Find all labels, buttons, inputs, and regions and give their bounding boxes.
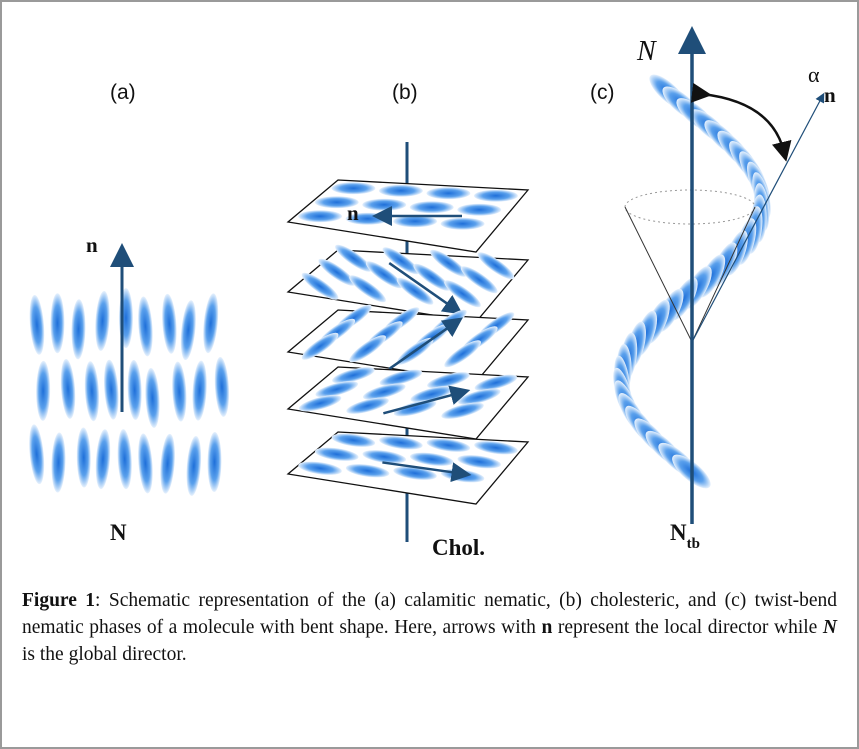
- molecule: [127, 360, 143, 420]
- phase-label: N: [110, 520, 127, 545]
- molecule: [191, 360, 208, 421]
- molecule: [116, 429, 133, 490]
- molecule: [171, 361, 188, 422]
- caption-symbol: N: [823, 617, 837, 638]
- director-label: n: [86, 233, 98, 257]
- molecule: [28, 294, 47, 355]
- panel-label: (a): [110, 81, 136, 104]
- molecule: [213, 357, 230, 418]
- panel-label: (c): [590, 81, 615, 104]
- molecule: [379, 185, 423, 197]
- molecule: [59, 359, 77, 420]
- molecule: [136, 433, 155, 494]
- panel-label: (b): [392, 81, 418, 104]
- molecule: [298, 210, 342, 222]
- molecule: [94, 429, 112, 490]
- molecule: [178, 300, 198, 361]
- caption-symbol: n: [541, 617, 552, 638]
- molecule: [94, 291, 112, 352]
- molecule: [457, 204, 501, 216]
- director-label: n: [824, 83, 836, 107]
- diagram: (a) (b) (c) n N n Chol. Ntb N α n: [2, 2, 857, 572]
- molecule: [441, 218, 485, 230]
- molecule: [201, 293, 221, 354]
- angle-label: α: [808, 62, 820, 87]
- molecule: [144, 368, 161, 429]
- molecule: [50, 293, 64, 353]
- caption: Figure 1: Schematic representation of th…: [22, 587, 837, 668]
- molecule: [71, 299, 86, 359]
- molecule: [185, 436, 203, 497]
- figure: (a) (b) (c) n N n Chol. Ntb N α n Figure…: [0, 0, 859, 749]
- molecule: [83, 361, 100, 422]
- molecule: [76, 427, 91, 487]
- phase-label: Chol.: [432, 535, 485, 560]
- molecule: [158, 433, 176, 494]
- director-label: n: [347, 201, 359, 225]
- caption-text: is the global director.: [22, 644, 187, 665]
- molecule: [136, 296, 154, 357]
- molecule: [51, 432, 67, 492]
- molecule: [207, 432, 222, 492]
- molecule: [36, 361, 51, 421]
- molecule: [362, 199, 406, 211]
- molecule: [102, 359, 120, 420]
- molecule: [426, 187, 470, 199]
- global-director-label: N: [636, 36, 657, 67]
- molecule: [160, 293, 178, 354]
- molecule: [410, 201, 454, 213]
- cone-rim: [625, 190, 755, 224]
- caption-label: Figure 1: [22, 590, 95, 611]
- phase-label: Ntb: [670, 520, 700, 552]
- molecule: [331, 182, 375, 194]
- molecule: [27, 424, 47, 485]
- caption-text: represent the local director while: [552, 617, 823, 638]
- molecule: [474, 190, 518, 202]
